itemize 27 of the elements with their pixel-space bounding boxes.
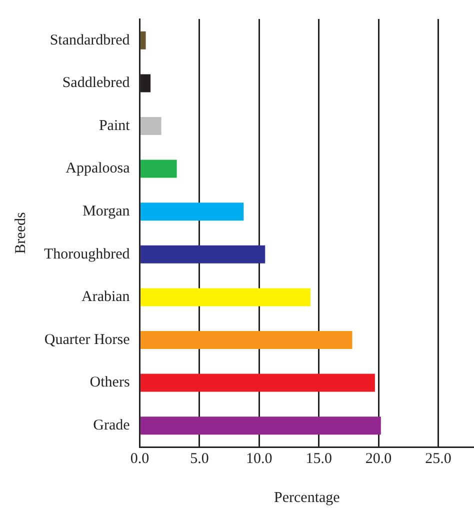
bar — [140, 202, 244, 221]
bar — [140, 374, 375, 392]
x-tick-label: 25.0 — [425, 450, 452, 467]
x-axis-title: Percentage — [274, 490, 340, 506]
y-tick-label: Grade — [93, 418, 130, 434]
x-tick-label: 5.0 — [190, 450, 209, 467]
x-tick-label: 15.0 — [306, 450, 332, 467]
bar — [140, 288, 310, 306]
y-tick-label: Morgan — [82, 204, 130, 220]
bar — [140, 160, 177, 178]
bar — [140, 31, 146, 50]
bar — [140, 331, 352, 349]
y-tick-label: Quarter Horse — [44, 332, 130, 348]
y-tick-label: Thoroughbred — [44, 246, 130, 262]
x-tick-label: 10.0 — [246, 450, 272, 467]
bar — [140, 117, 162, 135]
y-tick-label: Arabian — [82, 289, 130, 306]
y-tick-label: Others — [90, 374, 130, 391]
y-tick-label: Standardbred — [50, 32, 130, 48]
bar — [140, 245, 266, 264]
x-tick-label: 20.0 — [365, 450, 392, 467]
y-tick-label: Appaloosa — [66, 160, 130, 177]
y-axis-title: Breeds — [12, 212, 29, 254]
y-tick-label: Saddlebred — [62, 75, 130, 92]
y-tick-label: Paint — [98, 118, 131, 134]
x-tick-label: 0.0 — [130, 450, 150, 467]
bar — [140, 416, 381, 435]
